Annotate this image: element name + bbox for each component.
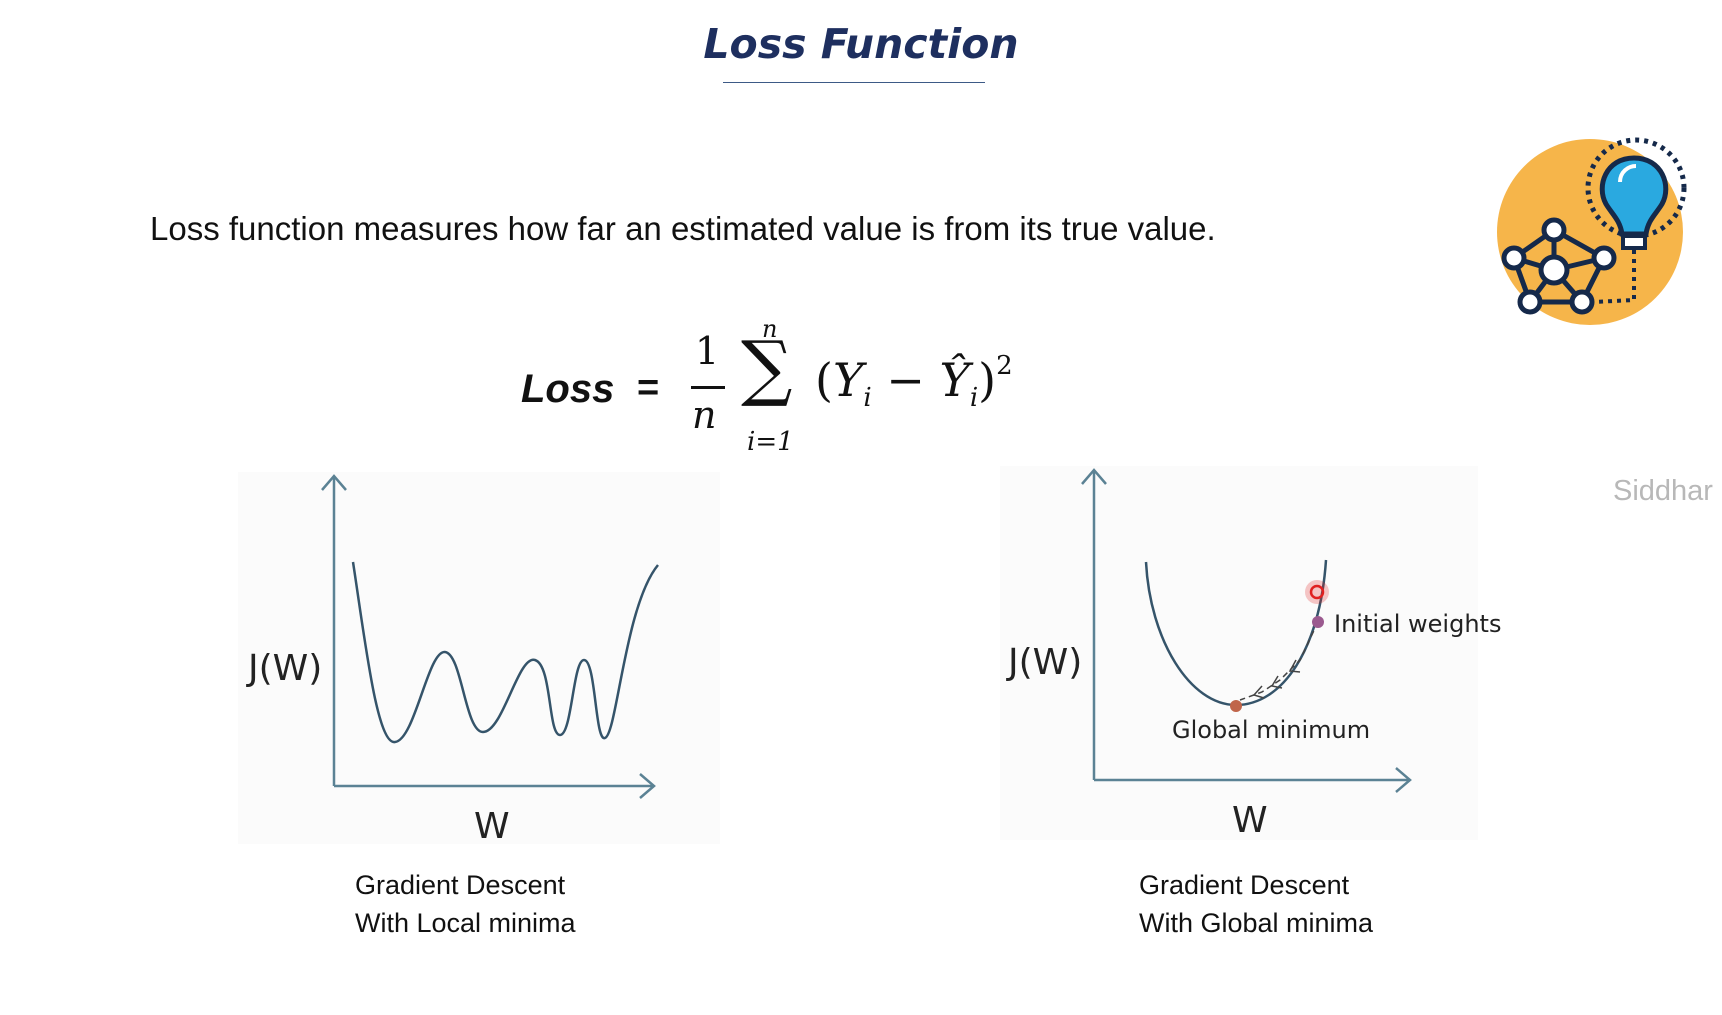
right-caption: Gradient Descent With Global minima — [1139, 866, 1373, 942]
watermark: Siddhar — [1613, 475, 1713, 507]
title-underline — [723, 82, 985, 83]
global-minimum-point — [1230, 700, 1242, 712]
initial-weights-label: Initial weights — [1334, 610, 1501, 638]
left-x-label: W — [474, 806, 510, 847]
global-minimum-label: Global minimum — [1172, 716, 1370, 744]
left-caption: Gradient Descent With Local minima — [355, 866, 576, 942]
left-y-label: J(W) — [246, 648, 322, 689]
right-caption-line2: With Global minima — [1139, 908, 1374, 938]
sum-lower-limit: i=1 — [747, 427, 794, 457]
left-y-arrow — [321, 474, 347, 491]
left-diagram: J(W) W — [238, 472, 720, 847]
right-x-label: W — [1232, 800, 1268, 841]
fraction-numerator: 1 — [695, 329, 720, 373]
formula-lhs: Loss — [521, 367, 615, 411]
squared-error-expression: (Yi − Ŷi)2 — [815, 351, 1013, 413]
left-x-arrow — [639, 773, 656, 799]
left-loss-curve — [351, 561, 659, 744]
descent-arrows — [1239, 621, 1319, 701]
definition-text: Loss function measures how far an estima… — [150, 210, 1216, 247]
initial-weights-point — [1312, 616, 1324, 628]
right-diagram: Initial weights Global minimum J(W) W — [1000, 466, 1501, 841]
cursor-highlight-icon — [1305, 580, 1329, 604]
right-caption-line1: Gradient Descent — [1139, 870, 1350, 900]
sum-upper-limit: n — [762, 315, 778, 343]
right-y-arrow — [1081, 468, 1107, 485]
left-caption-line1: Gradient Descent — [355, 870, 566, 900]
lightbulb-network-icon — [1497, 137, 1687, 325]
fraction-bar — [691, 386, 725, 389]
loss-formula: Loss = 1 n n ∑ i=1 (Yi − Ŷi)2 — [515, 315, 1055, 465]
cursor-pointer-icon — [1309, 584, 1325, 600]
formula-equals: = — [637, 367, 660, 409]
right-x-arrow — [1395, 767, 1412, 793]
left-caption-line2: With Local minima — [355, 908, 576, 938]
right-diagram-background — [1000, 466, 1478, 840]
formula-exponent: 2 — [996, 351, 1013, 381]
left-diagram-background — [238, 472, 720, 844]
page-title: Loss Function — [703, 20, 1019, 68]
summation-sign: ∑ — [741, 325, 793, 409]
right-y-label: J(W) — [1006, 642, 1082, 683]
fraction-denominator: n — [692, 393, 717, 437]
